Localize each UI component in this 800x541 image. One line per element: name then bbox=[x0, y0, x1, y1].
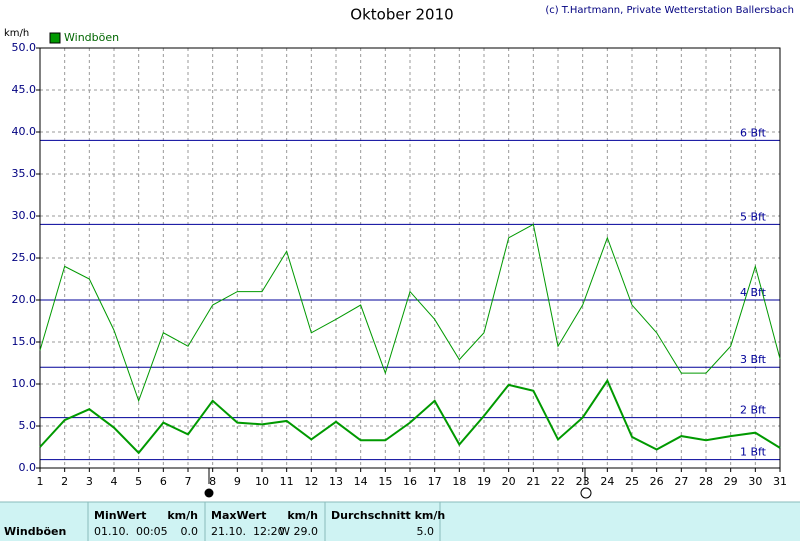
y-axis-label: km/h bbox=[4, 28, 29, 39]
x-tick-label: 21 bbox=[526, 475, 540, 488]
y-tick-label: 40.0 bbox=[12, 125, 37, 138]
plot-frame bbox=[39, 47, 781, 469]
beaufort-label: 3 Bft bbox=[740, 353, 767, 366]
x-tick-label: 9 bbox=[234, 475, 241, 488]
y-tick-label: 5.0 bbox=[19, 419, 37, 432]
credit: (c) T.Hartmann, Private Wetterstation Ba… bbox=[545, 5, 794, 16]
x-tick-label: 26 bbox=[650, 475, 664, 488]
table-background bbox=[0, 502, 800, 541]
x-tick-label: 30 bbox=[748, 475, 762, 488]
table-time: 01.10. 00:05 bbox=[94, 525, 168, 538]
x-tick-label: 28 bbox=[699, 475, 713, 488]
table-value: W 29.0 bbox=[279, 525, 318, 538]
x-tick-label: 2 bbox=[61, 475, 68, 488]
table-header: Durchschnitt km/h bbox=[331, 509, 445, 522]
beaufort-label: 2 Bft bbox=[740, 404, 767, 417]
x-tick-label: 29 bbox=[724, 475, 738, 488]
y-tick-label: 10.0 bbox=[12, 377, 37, 390]
x-tick-label: 1 bbox=[37, 475, 44, 488]
x-tick-label: 3 bbox=[86, 475, 93, 488]
x-tick-label: 24 bbox=[600, 475, 614, 488]
beaufort-label: 1 Bft bbox=[740, 446, 767, 459]
legend-label: Windböen bbox=[64, 31, 119, 44]
table-header: MinWert bbox=[94, 509, 146, 522]
series-line bbox=[39, 223, 781, 403]
y-tick-label: 15.0 bbox=[12, 335, 37, 348]
beaufort-label: 6 Bft bbox=[740, 126, 767, 139]
x-tick-label: 7 bbox=[185, 475, 192, 488]
x-tick-label: 16 bbox=[403, 475, 417, 488]
x-tick-label: 11 bbox=[280, 475, 294, 488]
x-tick-label: 27 bbox=[674, 475, 688, 488]
y-tick-label: 0.0 bbox=[19, 461, 37, 474]
x-tick-label: 17 bbox=[428, 475, 442, 488]
legend-swatch bbox=[49, 32, 61, 44]
table-value: 5.0 bbox=[417, 525, 435, 538]
table-unit: km/h bbox=[287, 509, 318, 522]
x-tick-label: 19 bbox=[477, 475, 491, 488]
x-tick-label: 10 bbox=[255, 475, 269, 488]
y-tick-label: 25.0 bbox=[12, 251, 37, 264]
x-tick-label: 8 bbox=[209, 475, 216, 488]
x-tick-label: 4 bbox=[111, 475, 118, 488]
x-tick-label: 20 bbox=[502, 475, 516, 488]
full-moon-icon bbox=[580, 487, 592, 499]
table-time: 21.10. 12:20 bbox=[211, 525, 285, 538]
x-tick-label: 18 bbox=[452, 475, 466, 488]
y-tick-label: 35.0 bbox=[12, 167, 37, 180]
x-tick-label: 14 bbox=[354, 475, 368, 488]
x-tick-label: 12 bbox=[304, 475, 318, 488]
chart-title: Oktober 2010 bbox=[350, 6, 453, 24]
x-tick-label: 5 bbox=[135, 475, 142, 488]
x-tick-label: 6 bbox=[160, 475, 167, 488]
table-header: MaxWert bbox=[211, 509, 266, 522]
x-tick-label: 15 bbox=[378, 475, 392, 488]
table-value: 0.0 bbox=[181, 525, 199, 538]
new-moon-icon bbox=[204, 488, 214, 498]
x-tick-label: 31 bbox=[773, 475, 787, 488]
table-row-label: Windböen bbox=[4, 525, 66, 538]
table-unit: km/h bbox=[167, 509, 198, 522]
x-tick-label: 13 bbox=[329, 475, 343, 488]
x-tick-label: 23 bbox=[576, 475, 590, 488]
series-line bbox=[39, 378, 781, 455]
y-tick-label: 30.0 bbox=[12, 209, 37, 222]
y-tick-label: 50.0 bbox=[12, 41, 37, 54]
y-tick-label: 20.0 bbox=[12, 293, 37, 306]
y-tick-label: 45.0 bbox=[12, 83, 37, 96]
beaufort-label: 5 Bft bbox=[740, 210, 767, 223]
x-tick-label: 25 bbox=[625, 475, 639, 488]
x-tick-label: 22 bbox=[551, 475, 565, 488]
